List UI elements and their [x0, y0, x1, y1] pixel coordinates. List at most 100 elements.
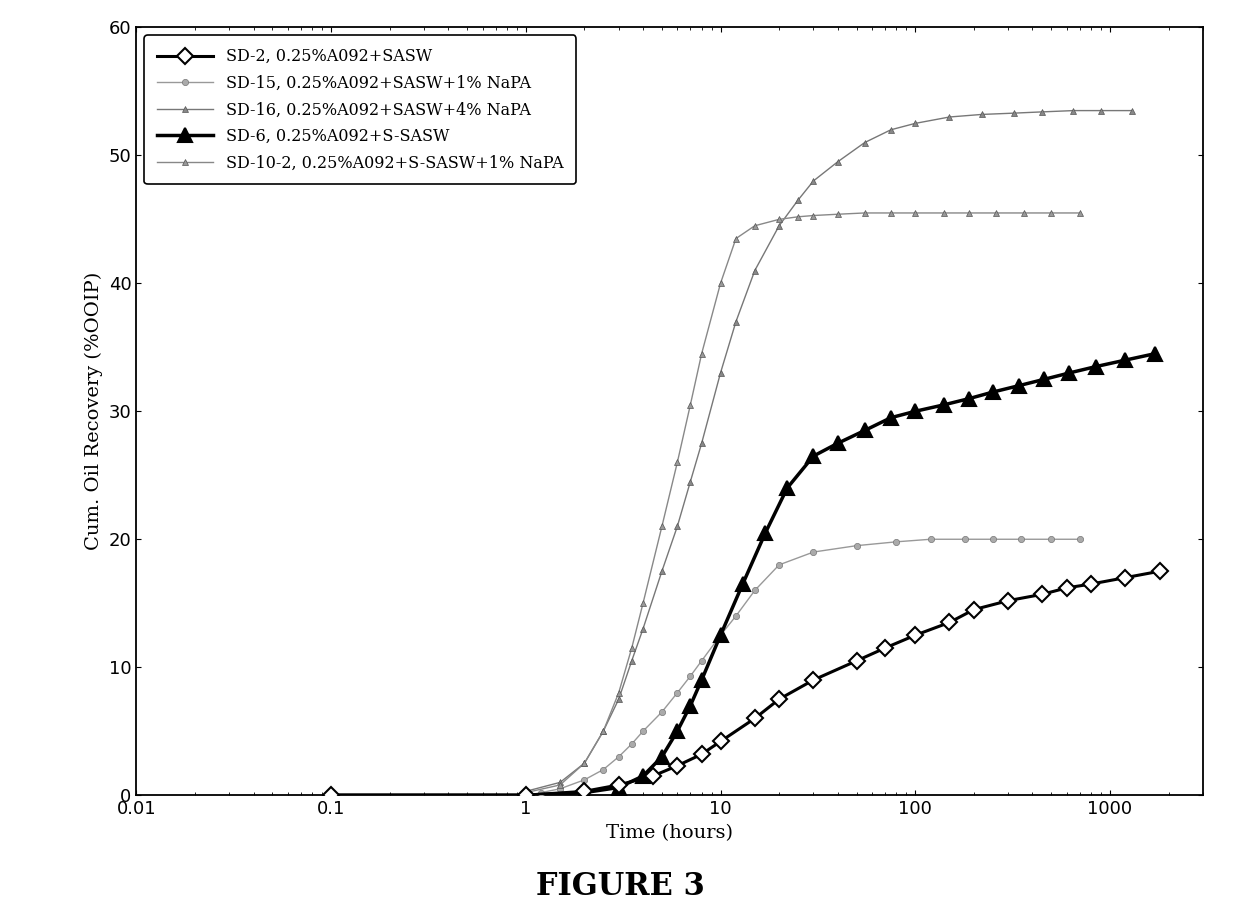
SD-6, 0.25%A092+S-SASW	[1061, 367, 1076, 378]
SD-15, 0.25%A092+SASW+1% NaPA	[683, 671, 698, 682]
SD-10-2, 0.25%A092+S-SASW+1% NaPA	[728, 233, 743, 244]
SD-16, 0.25%A092+SASW+4% NaPA	[831, 156, 846, 167]
SD-6, 0.25%A092+S-SASW	[962, 393, 977, 404]
SD-15, 0.25%A092+SASW+1% NaPA	[923, 534, 937, 545]
SD-15, 0.25%A092+SASW+1% NaPA	[713, 630, 728, 641]
SD-16, 0.25%A092+SASW+4% NaPA	[694, 438, 709, 449]
SD-2, 0.25%A092+SASW	[1152, 566, 1167, 577]
SD-16, 0.25%A092+SASW+4% NaPA	[748, 265, 763, 276]
SD-16, 0.25%A092+SASW+4% NaPA	[670, 521, 684, 532]
SD-16, 0.25%A092+SASW+4% NaPA	[1066, 105, 1081, 116]
SD-6, 0.25%A092+S-SASW	[1037, 374, 1052, 385]
SD-10-2, 0.25%A092+S-SASW+1% NaPA	[857, 207, 872, 218]
SD-10-2, 0.25%A092+S-SASW+1% NaPA	[683, 399, 698, 410]
SD-15, 0.25%A092+SASW+1% NaPA	[1013, 534, 1028, 545]
SD-2, 0.25%A092+SASW	[878, 643, 893, 654]
Line: SD-16, 0.25%A092+SASW+4% NaPA: SD-16, 0.25%A092+SASW+4% NaPA	[522, 107, 1136, 795]
SD-6, 0.25%A092+S-SASW	[324, 790, 339, 801]
SD-2, 0.25%A092+SASW	[806, 675, 821, 686]
SD-10-2, 0.25%A092+S-SASW+1% NaPA	[1044, 207, 1059, 218]
SD-15, 0.25%A092+SASW+1% NaPA	[771, 559, 786, 570]
SD-15, 0.25%A092+SASW+1% NaPA	[806, 547, 821, 558]
SD-6, 0.25%A092+S-SASW	[908, 406, 923, 417]
SD-16, 0.25%A092+SASW+4% NaPA	[636, 623, 651, 634]
SD-16, 0.25%A092+SASW+4% NaPA	[806, 175, 821, 186]
SD-15, 0.25%A092+SASW+1% NaPA	[889, 537, 904, 547]
SD-16, 0.25%A092+SASW+4% NaPA	[1006, 108, 1021, 119]
SD-10-2, 0.25%A092+S-SASW+1% NaPA	[611, 687, 626, 698]
SD-10-2, 0.25%A092+S-SASW+1% NaPA	[908, 207, 923, 218]
SD-2, 0.25%A092+SASW	[646, 771, 661, 781]
SD-6, 0.25%A092+S-SASW	[1118, 355, 1133, 366]
SD-6, 0.25%A092+S-SASW	[1089, 361, 1104, 372]
X-axis label: Time (hours): Time (hours)	[606, 824, 733, 842]
SD-6, 0.25%A092+S-SASW	[683, 700, 698, 711]
SD-10-2, 0.25%A092+S-SASW+1% NaPA	[694, 348, 709, 359]
SD-15, 0.25%A092+SASW+1% NaPA	[986, 534, 1001, 545]
SD-16, 0.25%A092+SASW+4% NaPA	[611, 694, 626, 705]
SD-6, 0.25%A092+S-SASW	[735, 579, 750, 590]
SD-6, 0.25%A092+S-SASW	[758, 527, 773, 538]
SD-15, 0.25%A092+SASW+1% NaPA	[533, 787, 548, 798]
SD-10-2, 0.25%A092+S-SASW+1% NaPA	[1073, 207, 1087, 218]
SD-10-2, 0.25%A092+S-SASW+1% NaPA	[655, 521, 670, 532]
SD-2, 0.25%A092+SASW	[324, 790, 339, 801]
SD-10-2, 0.25%A092+S-SASW+1% NaPA	[518, 787, 533, 798]
SD-6, 0.25%A092+S-SASW	[577, 787, 591, 798]
SD-16, 0.25%A092+SASW+4% NaPA	[577, 758, 591, 769]
SD-2, 0.25%A092+SASW	[908, 630, 923, 641]
SD-16, 0.25%A092+SASW+4% NaPA	[683, 476, 698, 487]
SD-16, 0.25%A092+SASW+4% NaPA	[857, 137, 872, 148]
SD-6, 0.25%A092+S-SASW	[1147, 348, 1162, 359]
SD-2, 0.25%A092+SASW	[1084, 579, 1099, 590]
SD-16, 0.25%A092+SASW+4% NaPA	[908, 118, 923, 129]
SD-2, 0.25%A092+SASW	[577, 786, 591, 797]
SD-6, 0.25%A092+S-SASW	[883, 412, 898, 423]
SD-6, 0.25%A092+S-SASW	[780, 483, 795, 494]
SD-6, 0.25%A092+S-SASW	[655, 751, 670, 762]
SD-6, 0.25%A092+S-SASW	[986, 387, 1001, 398]
SD-10-2, 0.25%A092+S-SASW+1% NaPA	[624, 643, 639, 654]
SD-10-2, 0.25%A092+S-SASW+1% NaPA	[577, 758, 591, 769]
SD-15, 0.25%A092+SASW+1% NaPA	[1044, 534, 1059, 545]
Line: SD-10-2, 0.25%A092+S-SASW+1% NaPA: SD-10-2, 0.25%A092+S-SASW+1% NaPA	[522, 209, 1084, 796]
SD-16, 0.25%A092+SASW+4% NaPA	[975, 109, 990, 120]
SD-15, 0.25%A092+SASW+1% NaPA	[655, 707, 670, 717]
SD-10-2, 0.25%A092+S-SASW+1% NaPA	[670, 457, 684, 468]
SD-15, 0.25%A092+SASW+1% NaPA	[957, 534, 972, 545]
SD-10-2, 0.25%A092+S-SASW+1% NaPA	[553, 780, 568, 791]
SD-2, 0.25%A092+SASW	[670, 760, 684, 771]
Line: SD-2, 0.25%A092+SASW: SD-2, 0.25%A092+SASW	[326, 566, 1166, 801]
SD-15, 0.25%A092+SASW+1% NaPA	[553, 783, 568, 794]
SD-16, 0.25%A092+SASW+4% NaPA	[883, 124, 898, 135]
SD-10-2, 0.25%A092+S-SASW+1% NaPA	[962, 207, 977, 218]
SD-6, 0.25%A092+S-SASW	[518, 790, 533, 801]
SD-2, 0.25%A092+SASW	[966, 604, 981, 615]
SD-15, 0.25%A092+SASW+1% NaPA	[596, 764, 611, 775]
SD-15, 0.25%A092+SASW+1% NaPA	[1073, 534, 1087, 545]
SD-16, 0.25%A092+SASW+4% NaPA	[713, 367, 728, 378]
SD-10-2, 0.25%A092+S-SASW+1% NaPA	[988, 207, 1003, 218]
SD-16, 0.25%A092+SASW+4% NaPA	[1125, 105, 1140, 116]
SD-15, 0.25%A092+SASW+1% NaPA	[748, 585, 763, 596]
SD-16, 0.25%A092+SASW+4% NaPA	[1094, 105, 1109, 116]
SD-6, 0.25%A092+S-SASW	[670, 726, 684, 737]
SD-10-2, 0.25%A092+S-SASW+1% NaPA	[771, 214, 786, 225]
SD-6, 0.25%A092+S-SASW	[831, 438, 846, 449]
SD-16, 0.25%A092+SASW+4% NaPA	[771, 220, 786, 231]
SD-2, 0.25%A092+SASW	[1035, 589, 1050, 600]
SD-16, 0.25%A092+SASW+4% NaPA	[624, 655, 639, 666]
SD-15, 0.25%A092+SASW+1% NaPA	[577, 774, 591, 785]
Legend: SD-2, 0.25%A092+SASW, SD-15, 0.25%A092+SASW+1% NaPA, SD-16, 0.25%A092+SASW+4% Na: SD-2, 0.25%A092+SASW, SD-15, 0.25%A092+S…	[144, 36, 577, 185]
SD-2, 0.25%A092+SASW	[611, 780, 626, 791]
SD-10-2, 0.25%A092+S-SASW+1% NaPA	[936, 207, 951, 218]
SD-2, 0.25%A092+SASW	[694, 749, 709, 760]
SD-15, 0.25%A092+SASW+1% NaPA	[611, 751, 626, 762]
SD-16, 0.25%A092+SASW+4% NaPA	[655, 566, 670, 577]
SD-10-2, 0.25%A092+S-SASW+1% NaPA	[748, 220, 763, 231]
SD-10-2, 0.25%A092+S-SASW+1% NaPA	[831, 208, 846, 219]
SD-6, 0.25%A092+S-SASW	[713, 630, 728, 641]
SD-16, 0.25%A092+SASW+4% NaPA	[518, 786, 533, 797]
SD-2, 0.25%A092+SASW	[1001, 595, 1016, 606]
SD-6, 0.25%A092+S-SASW	[857, 425, 872, 436]
